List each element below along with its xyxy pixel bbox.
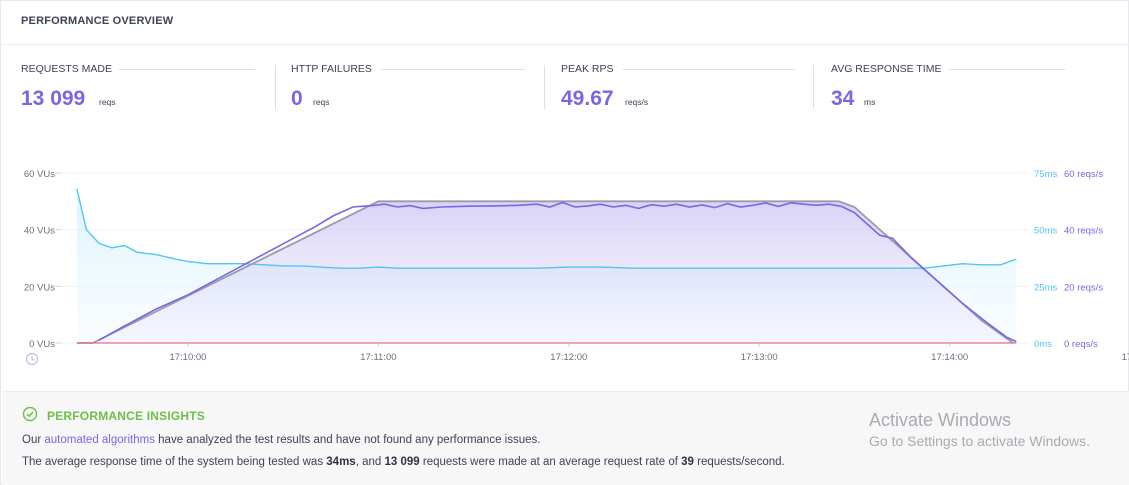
metric-value: 49.67 <box>561 87 614 110</box>
check-circle-icon <box>22 406 38 422</box>
y-right-rps-tick-label: 0 reqs/s <box>1064 339 1098 350</box>
performance-insights: PERFORMANCE INSIGHTS Our automated algor… <box>2 391 1129 485</box>
x-tick-label: 17:14:00 <box>931 352 968 363</box>
insights-text: The average response time of the system … <box>22 456 327 468</box>
metric-label: REQUESTS MADE <box>21 63 113 75</box>
y-left-tick-label: 20 VUs <box>24 282 55 293</box>
insights-avg-response: 34ms <box>326 456 356 468</box>
insights-paragraph-2: The average response time of the system … <box>22 456 785 468</box>
y-right-rps-tick-label: 20 reqs/s <box>1064 282 1103 293</box>
y-right-ms-tick-label: 50ms <box>1034 226 1057 237</box>
metric-label: AVG RESPONSE TIME <box>831 63 942 75</box>
clock-icon <box>25 352 39 366</box>
metric-http-failures: HTTP FAILURES 0 reqs <box>291 63 525 113</box>
x-tick-label: 17:13:00 <box>741 352 778 363</box>
panel-title: PERFORMANCE OVERVIEW <box>21 15 174 27</box>
rps-line <box>98 201 1017 343</box>
metric-unit: ms <box>864 97 876 107</box>
metric-divider-line <box>949 69 1065 70</box>
insights-text: requests were made at an average request… <box>419 456 682 468</box>
metric-label: PEAK RPS <box>561 63 614 75</box>
insights-title: PERFORMANCE INSIGHTS <box>47 409 206 423</box>
metric-value: 13 099 <box>21 87 86 110</box>
metric-value: 0 <box>291 87 303 110</box>
metric-divider-line <box>381 69 525 70</box>
panel-header: PERFORMANCE OVERVIEW <box>1 1 1129 45</box>
vus-area <box>76 201 1014 343</box>
y-left-tick-label: 0 VUs <box>29 339 55 350</box>
performance-chart: 0 VUs 20 VUs 40 VUs 60 VUs 0ms 25ms 50ms 75ms 0 … <box>24 169 1129 366</box>
y-left-tick-label: 40 VUs <box>24 226 55 237</box>
metric-peak-rps: PEAK RPS 49.67 reqs/s <box>561 63 795 113</box>
metric-divider-line <box>119 69 255 70</box>
metric-separator <box>813 65 814 109</box>
metric-avg-response-time: AVG RESPONSE TIME 34 ms <box>831 63 1065 113</box>
metric-divider-line <box>623 69 795 70</box>
x-tick-label: 17:12:00 <box>550 352 587 363</box>
response-time-line <box>76 188 1017 269</box>
y-right-rps-tick-label: 60 reqs/s <box>1064 169 1103 180</box>
metric-unit: reqs/s <box>625 97 649 107</box>
insights-text: have analyzed the test results and have … <box>154 434 541 446</box>
metric-unit: reqs <box>99 97 116 107</box>
metric-requests-made: REQUESTS MADE 13 099 reqs <box>21 63 255 113</box>
insights-paragraph-1: Our automated algorithms have analyzed t… <box>22 434 540 446</box>
metric-separator <box>275 65 276 109</box>
y-right-ms-tick-label: 25ms <box>1034 282 1057 293</box>
metric-label: HTTP FAILURES <box>291 63 372 75</box>
y-right-ms-tick-label: 0ms <box>1034 339 1052 350</box>
y-left-tick-label: 60 VUs <box>24 169 55 180</box>
metric-value: 34 <box>831 87 855 110</box>
insights-text: Our <box>22 434 45 446</box>
x-tick-label: 17:15:00 <box>1122 352 1129 363</box>
watermark-line-2: Go to Settings to activate Windows. <box>869 433 1090 449</box>
insights-requests: 13 099 <box>384 456 420 468</box>
insights-avg-rate: 39 <box>681 456 694 468</box>
x-tick-label: 17:10:00 <box>169 352 206 363</box>
metric-unit: reqs <box>313 97 330 107</box>
x-tick-label: 17:11:00 <box>360 352 396 363</box>
watermark-line-1: Activate Windows <box>869 410 1012 430</box>
insights-text: , and <box>355 456 385 468</box>
y-right-ms-tick-label: 75ms <box>1034 169 1057 180</box>
insights-text: requests/second. <box>693 456 785 468</box>
metric-separator <box>544 65 545 109</box>
y-right-rps-tick-label: 40 reqs/s <box>1064 226 1103 237</box>
automated-algorithms-link[interactable]: automated algorithms <box>44 434 155 446</box>
activate-windows-watermark: Activate Windows Go to Settings to activ… <box>869 410 1090 449</box>
